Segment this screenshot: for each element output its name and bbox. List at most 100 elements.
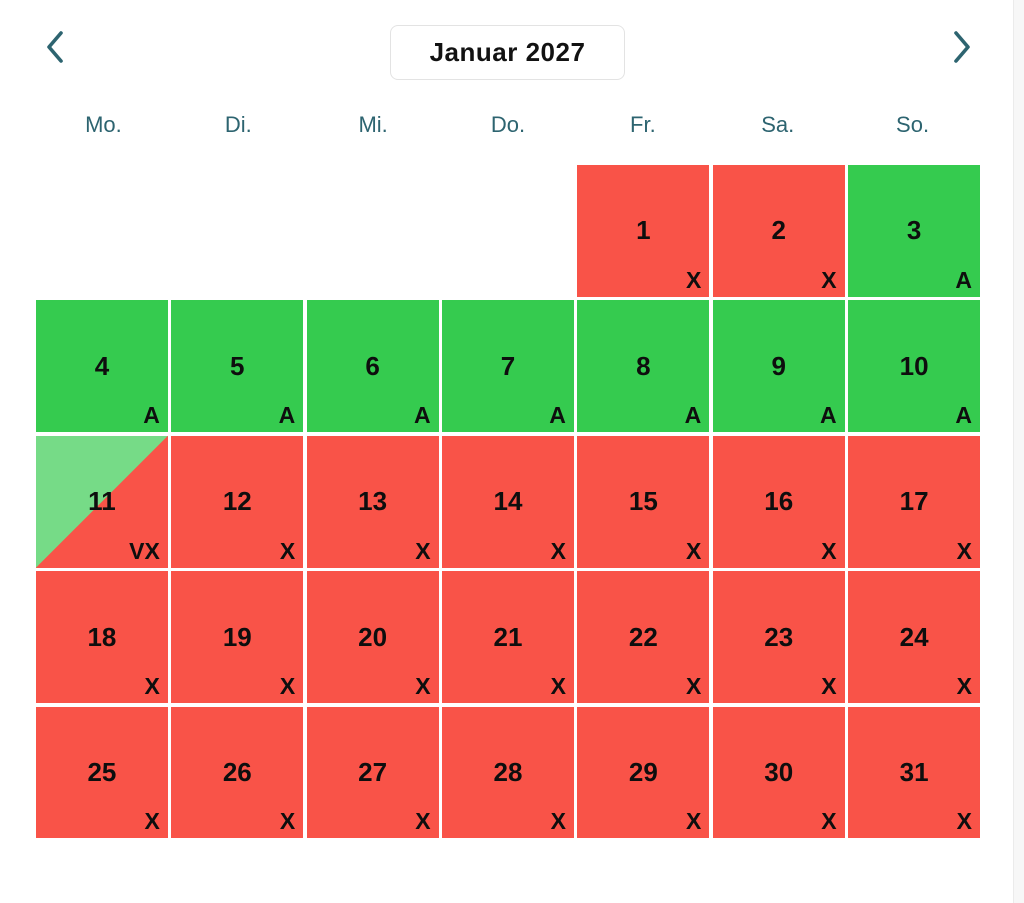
weekday-label: Mo. xyxy=(85,112,122,137)
day-number: 31 xyxy=(899,757,929,787)
day-cell-17[interactable]: 17 X xyxy=(848,435,980,568)
day-status-marker: X xyxy=(956,537,972,564)
day-status-marker: X xyxy=(685,673,702,700)
day-status-marker: A xyxy=(684,402,702,429)
chevron-right-icon xyxy=(951,30,973,67)
day-number: 9 xyxy=(771,350,786,381)
day-cell-23[interactable]: 23 X xyxy=(712,571,845,704)
day-number: 13 xyxy=(358,486,388,517)
day-cell-24[interactable]: 24 X xyxy=(848,571,980,704)
day-cell-15[interactable]: 15 X xyxy=(577,435,710,568)
day-status-marker: A xyxy=(955,402,972,429)
day-status-marker: X xyxy=(821,673,837,700)
day-status-marker: X xyxy=(685,537,702,564)
day-number: 8 xyxy=(636,350,651,381)
month-title[interactable]: Januar 2027 xyxy=(390,25,625,80)
day-status-marker: A xyxy=(820,402,837,429)
day-status-marker: X xyxy=(550,537,566,564)
day-status-marker: X xyxy=(279,537,296,564)
day-cell-20[interactable]: 20 X xyxy=(306,571,439,704)
day-number: 29 xyxy=(628,757,658,787)
day-cell-26[interactable]: 26 X xyxy=(171,706,304,839)
day-number: 18 xyxy=(87,621,117,652)
empty-cell xyxy=(171,165,303,297)
day-status-marker: X xyxy=(279,808,296,835)
empty-cell xyxy=(442,165,574,297)
day-cell-29[interactable]: 29 X xyxy=(577,706,710,839)
weekday-header: Mo. Di. Mi. Do. Fr. Sa. So. xyxy=(36,111,980,139)
day-number: 12 xyxy=(222,486,252,517)
day-number: 14 xyxy=(493,486,523,517)
day-status-marker: X xyxy=(956,808,972,835)
next-month-button[interactable] xyxy=(944,28,980,68)
day-status-marker: X xyxy=(144,673,160,700)
day-status-marker: A xyxy=(549,402,566,429)
calendar-grid: 1 X 2 X 3 A 4 A 5 A 6 A 7 A 8 A 9 A 10 A 11 VX 12 X 13 X 14 X 15 X 16 X… xyxy=(36,165,980,839)
weekday-label: Di. xyxy=(224,112,252,137)
day-cell-25[interactable]: 25 X xyxy=(36,706,168,839)
day-cell-11[interactable]: 11 VX xyxy=(36,435,168,568)
day-status-marker: A xyxy=(955,266,972,293)
day-number: 15 xyxy=(628,486,658,517)
day-status-marker: X xyxy=(685,808,702,835)
day-cell-10[interactable]: 10 A xyxy=(848,300,980,433)
chevron-left-icon xyxy=(44,30,66,67)
day-number: 2 xyxy=(771,215,786,246)
day-cell-16[interactable]: 16 X xyxy=(712,435,845,568)
day-number: 6 xyxy=(365,350,380,381)
day-number: 26 xyxy=(222,757,252,787)
day-cell-27[interactable]: 27 X xyxy=(306,706,439,839)
day-number: 17 xyxy=(899,486,929,517)
day-status-marker: VX xyxy=(129,537,160,564)
scrollbar-track[interactable] xyxy=(1013,0,1024,903)
weekday-label: Mi. xyxy=(358,112,388,137)
day-cell-18[interactable]: 18 X xyxy=(36,571,168,704)
day-number: 25 xyxy=(87,757,117,787)
day-cell-14[interactable]: 14 X xyxy=(442,435,574,568)
empty-cell xyxy=(36,165,168,297)
day-number: 3 xyxy=(906,215,922,246)
day-status-marker: A xyxy=(278,402,296,429)
day-cell-30[interactable]: 30 X xyxy=(712,706,845,839)
day-cell-31[interactable]: 31 X xyxy=(848,706,980,839)
day-cell-21[interactable]: 21 X xyxy=(442,571,574,704)
day-number: 1 xyxy=(636,215,651,246)
day-status-marker: A xyxy=(143,402,160,429)
day-cell-12[interactable]: 12 X xyxy=(171,435,304,568)
day-status-marker: X xyxy=(415,537,431,564)
day-number: 27 xyxy=(358,757,388,787)
day-number: 30 xyxy=(764,757,794,787)
day-number: 22 xyxy=(628,621,658,652)
day-number: 11 xyxy=(88,486,116,517)
day-cell-13[interactable]: 13 X xyxy=(306,435,439,568)
day-number: 4 xyxy=(94,350,110,381)
day-number: 7 xyxy=(500,350,516,381)
prev-month-button[interactable] xyxy=(37,28,73,68)
day-number: 24 xyxy=(899,621,929,652)
day-number: 16 xyxy=(764,486,794,517)
day-status-marker: X xyxy=(821,808,837,835)
day-cell-22[interactable]: 22 X xyxy=(577,571,710,704)
weekday-label: Sa. xyxy=(761,112,795,137)
day-cell-19[interactable]: 19 X xyxy=(171,571,304,704)
day-number: 21 xyxy=(493,621,523,652)
day-cell-28[interactable]: 28 X xyxy=(442,706,574,839)
day-status-marker: X xyxy=(415,673,431,700)
day-status-marker: A xyxy=(413,402,431,429)
day-status-marker: X xyxy=(144,808,160,835)
day-status-marker: X xyxy=(279,673,296,700)
day-status-marker: X xyxy=(685,266,702,293)
weekday-label: Do. xyxy=(490,112,526,137)
weekday-label: So. xyxy=(896,112,930,137)
weekday-label: Fr. xyxy=(630,112,656,137)
